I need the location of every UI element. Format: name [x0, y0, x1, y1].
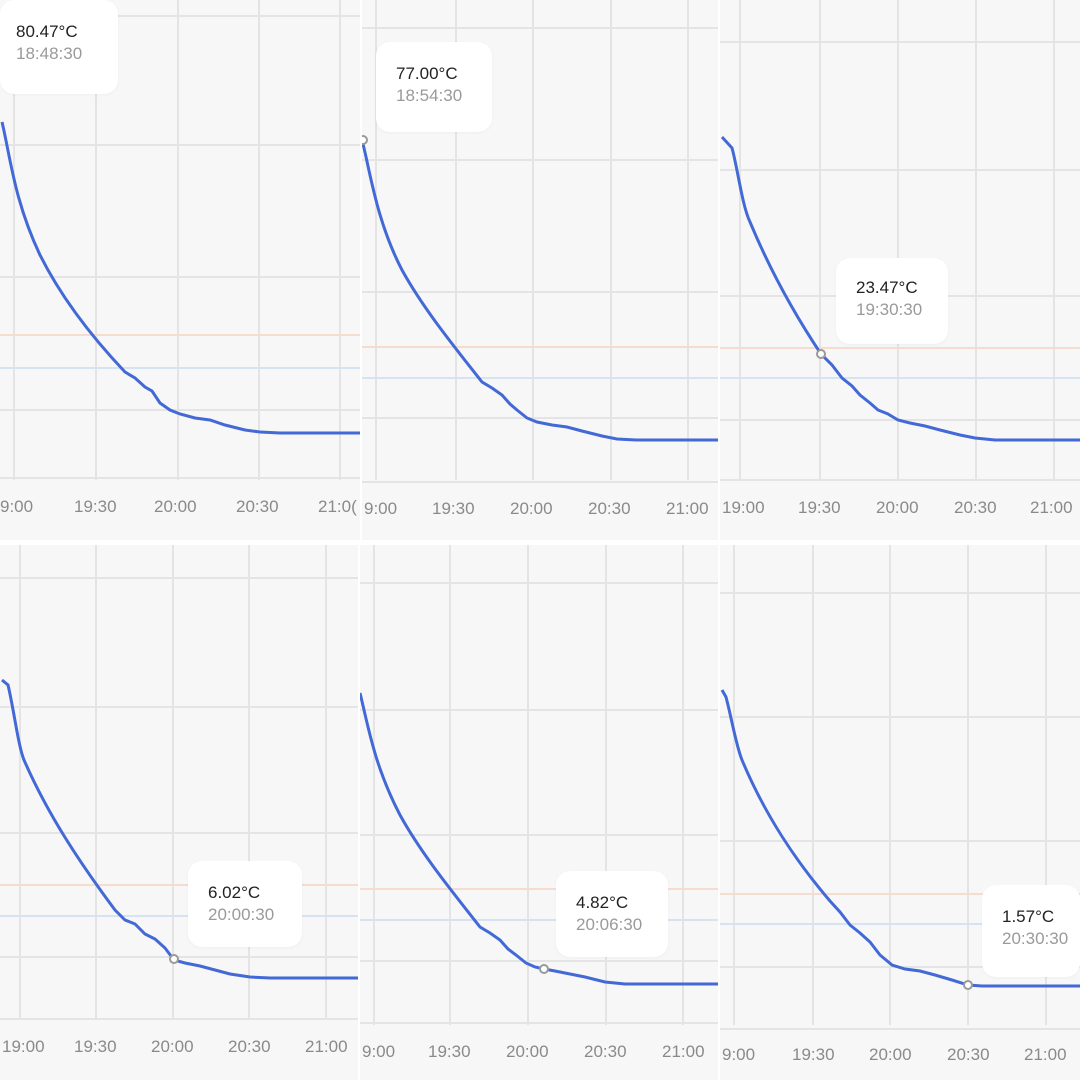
- x-tick-label: 9:00: [722, 1045, 755, 1064]
- x-axis-3: 19:00 19:30 20:00 20:30 21:00: [722, 498, 1073, 517]
- tooltip-time: 18:48:30: [16, 44, 83, 63]
- x-tick-label: 20:00: [876, 498, 919, 517]
- tooltip-temperature: 77.00°C: [396, 64, 458, 83]
- x-tick-label: 19:30: [798, 498, 841, 517]
- x-axis-2: 9:00 19:30 20:00 20:30 21:00: [364, 499, 709, 518]
- x-tick-label: 19:30: [432, 499, 475, 518]
- value-tooltip-4: 6.02°C 20:00:30: [188, 861, 302, 947]
- x-tick-label: 20:00: [154, 497, 197, 516]
- tooltip-temperature: 23.47°C: [856, 278, 918, 297]
- chart-panel-6: 9:00 19:30 20:00 20:30 21:00 1.57°C 20:3…: [720, 545, 1080, 1080]
- temperature-line-5: [360, 692, 718, 986]
- x-tick-label: 20:00: [151, 1037, 194, 1056]
- grid-3: [720, 0, 1080, 481]
- value-tooltip-6: 1.57°C 20:30:30: [982, 885, 1080, 977]
- tooltip-temperature: 1.57°C: [1002, 907, 1055, 926]
- x-tick-label: 9:00: [362, 1042, 395, 1061]
- temperature-line-4: [1, 678, 358, 980]
- x-tick-label: 21:00: [666, 499, 709, 518]
- tooltip-temperature: 80.47°C: [16, 22, 78, 41]
- temperature-line-3: [720, 135, 1080, 442]
- tooltip-time: 20:00:30: [208, 905, 275, 924]
- temperature-line-6: [720, 689, 1080, 988]
- highlight-point-2: [362, 135, 368, 145]
- value-tooltip-3: 23.47°C 19:30:30: [836, 258, 948, 344]
- x-axis-5: 9:00 19:30 20:00 20:30 21:00: [362, 1042, 705, 1061]
- x-tick-label: 19:00: [722, 498, 765, 517]
- value-tooltip-2: 77.00°C 18:54:30: [376, 42, 492, 132]
- highlight-point-6: [963, 980, 973, 990]
- x-axis-6: 9:00 19:30 20:00 20:30 21:00: [722, 1045, 1067, 1064]
- value-tooltip-1: 80.47°C 18:48:30: [0, 0, 118, 94]
- x-tick-label: 21:00: [305, 1037, 348, 1056]
- highlight-point-4: [169, 954, 179, 964]
- value-tooltip-5: 4.82°C 20:06:30: [556, 871, 668, 957]
- highlight-point-5: [539, 964, 549, 974]
- chart-svg-6: 9:00 19:30 20:00 20:30 21:00: [720, 545, 1080, 1064]
- x-tick-label: 20:00: [869, 1045, 912, 1064]
- chart-svg-4: 19:00 19:30 20:00 20:30 21:00: [0, 545, 358, 1056]
- x-tick-label: 21:00: [662, 1042, 705, 1061]
- x-axis-4: 19:00 19:30 20:00 20:30 21:00: [2, 1037, 348, 1056]
- chart-panel-3: 19:00 19:30 20:00 20:30 21:00 23.47°C 19…: [720, 0, 1080, 540]
- chart-svg-2: 9:00 19:30 20:00 20:30 21:00: [362, 0, 718, 518]
- x-tick-label: 21:0(: [318, 497, 357, 516]
- x-tick-label: 20:30: [947, 1045, 990, 1064]
- x-tick-label: 20:30: [954, 498, 997, 517]
- temperature-line-1: [0, 121, 360, 435]
- tooltip-temperature: 6.02°C: [208, 883, 261, 902]
- x-tick-label: 21:00: [1024, 1045, 1067, 1064]
- tooltip-time: 20:30:30: [1002, 929, 1069, 948]
- chart-svg-3: 19:00 19:30 20:00 20:30 21:00: [720, 0, 1080, 517]
- x-tick-label: 19:30: [74, 1037, 117, 1056]
- x-tick-label: 19:30: [74, 497, 117, 516]
- x-tick-label: 20:30: [584, 1042, 627, 1061]
- highlight-point-3: [816, 349, 826, 359]
- grid-5: [360, 545, 718, 1025]
- x-tick-label: 20:30: [588, 499, 631, 518]
- x-tick-label: 19:30: [428, 1042, 471, 1061]
- x-tick-label: 20:30: [236, 497, 279, 516]
- x-tick-label: 19:00: [2, 1037, 45, 1056]
- x-tick-label: 20:30: [228, 1037, 271, 1056]
- x-tick-label: 21:00: [1030, 498, 1073, 517]
- chart-panel-1: 9:00 19:30 20:00 20:30 21:0( 80.47°C 18:…: [0, 0, 360, 540]
- chart-panel-5: 9:00 19:30 20:00 20:30 21:00 4.82°C 20:0…: [360, 545, 718, 1080]
- tooltip-temperature: 4.82°C: [576, 893, 629, 912]
- x-tick-label: 9:00: [0, 497, 33, 516]
- x-tick-label: 19:30: [792, 1045, 835, 1064]
- chart-panel-4: 19:00 19:30 20:00 20:30 21:00 6.02°C 20:…: [0, 545, 358, 1080]
- tooltip-time: 19:30:30: [856, 300, 923, 319]
- grid-4: [0, 545, 358, 1020]
- tooltip-time: 20:06:30: [576, 915, 643, 934]
- x-tick-label: 20:00: [510, 499, 553, 518]
- chart-svg-5: 9:00 19:30 20:00 20:30 21:00: [360, 545, 718, 1061]
- chart-panel-2: 9:00 19:30 20:00 20:30 21:00 77.00°C 18:…: [362, 0, 718, 540]
- x-tick-label: 9:00: [364, 499, 397, 518]
- x-axis-1: 9:00 19:30 20:00 20:30 21:0(: [0, 497, 357, 516]
- tooltip-time: 18:54:30: [396, 86, 463, 105]
- x-tick-label: 20:00: [506, 1042, 549, 1061]
- temperature-line-2: [362, 139, 718, 442]
